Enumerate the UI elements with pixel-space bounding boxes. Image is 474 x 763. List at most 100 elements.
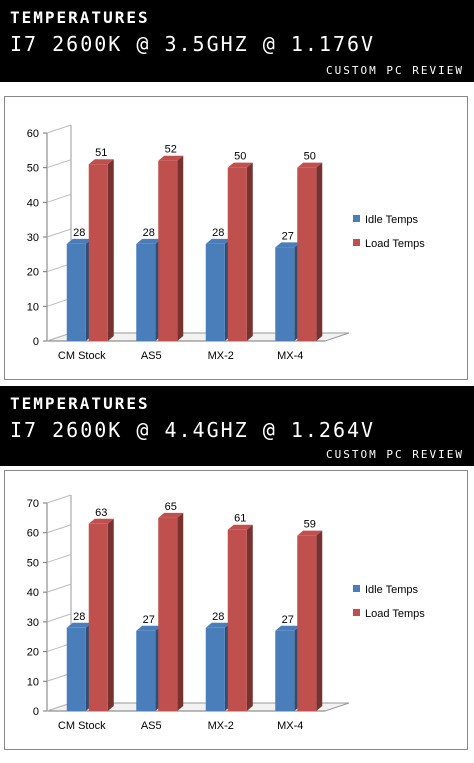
- chart-1: 0 10 20 30 40 50 60 28 51 CM Stock 28 52 AS5 28 50 MX-2…: [27, 124, 425, 362]
- bar-side: [316, 162, 323, 341]
- data-label: 27: [143, 614, 155, 626]
- bar-top: [136, 238, 162, 244]
- bar-front: [66, 627, 86, 711]
- bar-top: [275, 625, 301, 631]
- banner-subtitle: I7 2600K @ 4.4GHZ @ 1.264V: [10, 418, 376, 442]
- chart-frame-1: 0 10 20 30 40 50 60 28 51 CM Stock 28 52 AS5 28 50 MX-2…: [4, 96, 468, 380]
- banner-title: TEMPERATURES: [10, 8, 150, 27]
- y-tick-label: 0: [33, 706, 39, 718]
- bar-top: [205, 622, 231, 628]
- y-tick-label: 60: [27, 528, 39, 540]
- legend-swatch-idle: [353, 585, 360, 592]
- y-tick-side: [46, 159, 72, 169]
- banner-source: CUSTOM PC REVIEW: [326, 448, 464, 461]
- load-bar: [88, 159, 114, 341]
- load-bar: [227, 162, 253, 341]
- data-label: 27: [282, 614, 294, 626]
- y-tick-side: [46, 228, 72, 238]
- bar-side: [177, 512, 184, 711]
- load-bar: [158, 512, 184, 711]
- banner-1: TEMPERATURES I7 2600K @ 3.5GHZ @ 1.176V …: [0, 0, 474, 82]
- bar-top: [158, 155, 184, 161]
- data-label: 65: [165, 501, 177, 513]
- data-label: 28: [212, 611, 224, 623]
- y-tick-label: 10: [27, 301, 39, 313]
- bar-side: [246, 524, 253, 711]
- bar-front: [136, 630, 156, 711]
- data-label: 28: [143, 227, 155, 239]
- y-tick-label: 10: [27, 676, 39, 688]
- y-tick-side: [46, 494, 72, 504]
- idle-bar: [66, 622, 92, 711]
- data-label: 59: [304, 519, 316, 531]
- idle-bar: [275, 625, 301, 711]
- banner-subtitle: I7 2600K @ 3.5GHZ @ 1.176V: [10, 32, 376, 56]
- idle-bar: [136, 625, 162, 711]
- bar-side: [107, 159, 114, 341]
- x-tick-label: MX-2: [208, 720, 234, 732]
- y-tick-side: [46, 124, 72, 134]
- bar-front: [205, 627, 225, 711]
- bar-top: [66, 238, 92, 244]
- bar-top: [227, 524, 253, 530]
- bar-front: [66, 243, 86, 341]
- y-tick-label: 50: [27, 557, 39, 569]
- bar-side: [246, 162, 253, 341]
- idle-bar: [275, 242, 301, 341]
- bar-front: [136, 243, 156, 341]
- data-label: 50: [304, 151, 316, 163]
- legend-label-load: Load Temps: [365, 608, 425, 620]
- banner-2: TEMPERATURES I7 2600K @ 4.4GHZ @ 1.264V …: [0, 386, 474, 466]
- legend-swatch-load: [353, 609, 360, 616]
- bar-front: [88, 523, 108, 711]
- bar-side: [107, 518, 114, 711]
- bar-top: [275, 242, 301, 248]
- bar-front: [205, 243, 225, 341]
- data-label: 63: [95, 507, 107, 519]
- bar-front: [88, 164, 108, 341]
- x-tick-label: CM Stock: [58, 350, 106, 362]
- legend-label-idle: Idle Temps: [365, 214, 418, 226]
- load-bar: [297, 162, 323, 341]
- x-tick-label: MX-4: [277, 720, 303, 732]
- y-tick-side: [46, 524, 72, 534]
- data-label: 28: [73, 611, 85, 623]
- idle-bar: [136, 238, 162, 341]
- y-tick-side: [46, 553, 72, 563]
- load-bar: [297, 530, 323, 711]
- bar-front: [275, 247, 295, 341]
- idle-bar: [205, 238, 231, 341]
- bar-front: [297, 535, 317, 711]
- bar-front: [275, 630, 295, 711]
- y-tick-label: 40: [27, 587, 39, 599]
- y-tick-label: 40: [27, 197, 39, 209]
- banner-title: TEMPERATURES: [10, 394, 150, 413]
- x-tick-label: AS5: [141, 350, 162, 362]
- bar-top: [227, 162, 253, 168]
- y-tick-label: 20: [27, 647, 39, 659]
- bar-front: [158, 160, 178, 341]
- bar-top: [88, 518, 114, 524]
- data-label: 52: [165, 144, 177, 156]
- bar-front: [158, 517, 178, 711]
- y-tick-label: 0: [33, 336, 39, 348]
- data-label: 51: [95, 147, 107, 159]
- data-label: 27: [282, 230, 294, 242]
- bar-top: [158, 512, 184, 518]
- y-tick-label: 20: [27, 267, 39, 279]
- banner-source: CUSTOM PC REVIEW: [326, 64, 464, 77]
- x-tick-label: MX-2: [208, 350, 234, 362]
- idle-bar: [66, 238, 92, 341]
- bar-top: [88, 159, 114, 165]
- x-tick-label: AS5: [141, 720, 162, 732]
- bar-front: [297, 167, 317, 341]
- idle-bar: [205, 622, 231, 711]
- load-bar: [158, 155, 184, 341]
- x-tick-label: CM Stock: [58, 720, 106, 732]
- y-tick-side: [46, 613, 72, 623]
- y-tick-label: 60: [27, 128, 39, 140]
- bar-side: [316, 530, 323, 711]
- data-label: 28: [212, 227, 224, 239]
- legend-label-load: Load Temps: [365, 238, 425, 250]
- bar-side: [177, 155, 184, 341]
